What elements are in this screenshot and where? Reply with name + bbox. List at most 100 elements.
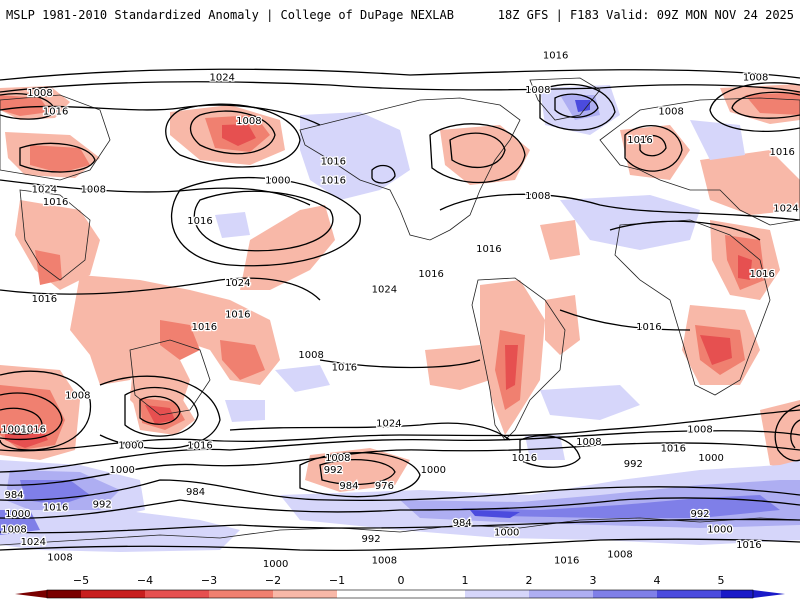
isobar-label: 1008 [658,107,683,118]
legend-tick-label: 0 [398,574,405,587]
isobar-line [170,176,361,267]
legend-tick-label: −4 [137,574,153,587]
isobar-label: 992 [324,465,343,476]
legend-bin-neg1 [273,590,337,598]
isobar-label: 1008 [576,437,601,448]
anomaly-pos1-region [690,120,745,160]
isobar-label: 984 [186,487,205,498]
isobar-line [0,93,56,120]
anomaly-map[interactable]: 1016102410081016100810001016101610161024… [0,40,800,570]
legend-arrow-right [753,590,785,598]
legend-tick-label: −3 [201,574,217,587]
southeast-asia-coast [19,189,91,281]
legend-tick-label: 2 [526,574,533,587]
legend-bin-pos3 [593,590,657,598]
anomaly-pos3-region [460,495,780,518]
isobar-label: 1016 [321,157,346,168]
isobar-label: 1008 [687,425,712,436]
legend-tick-label: −2 [265,574,281,587]
isobar-label: 976 [375,481,394,492]
anomaly-pos3-region [0,510,40,535]
color-scale-legend: −5 −4 −3 −2 −1 0 1 2 3 4 5 [15,574,785,599]
anomaly-neg2-region [160,320,200,360]
legend-bin-pos4 [657,590,721,598]
isobar-label: 1024 [32,185,57,196]
isobar-line [139,395,181,425]
isobar-line [519,435,581,468]
australia-coast [129,339,211,416]
isobar-label: 1024 [209,72,234,83]
product-title: MSLP 1981-2010 Standardized Anomaly | Co… [6,8,454,22]
legend-arrow-left [15,590,47,598]
isobar-label: 992 [624,459,643,470]
isobar-line [371,164,396,184]
isobar-label: 1008 [236,116,261,127]
legend-tick-label: −5 [73,574,89,587]
isobar-label: 1016 [769,147,794,158]
isobar-line [0,68,800,81]
isobar-label: 1016 [736,540,761,551]
isobar-label: 1016 [43,197,68,208]
isobar-label: 1008 [325,453,350,464]
isobar-line [0,179,311,206]
isobar-label: 1000 [707,525,732,536]
isobar-label: 1008 [27,88,52,99]
isobar-label: 1008 [1,525,26,536]
isobar-label: 1016 [636,322,661,333]
isobar-label: 1000 [118,440,143,451]
isobar-label: 1016 [192,322,217,333]
antarctica-coast [0,517,800,546]
isobar-line [639,134,667,157]
isobar-label: 1016 [627,135,652,146]
isobar-line [0,538,800,551]
isobar-line [624,125,683,172]
north-america-coast [299,97,521,241]
isobar-label: 1016 [543,51,568,62]
isobar-line [0,497,800,519]
europe-asia-coast [599,97,800,226]
anomaly-neg2-region [30,145,90,173]
anomaly-neg3-region [700,335,732,365]
isobar-line [124,386,199,437]
isobar-label: 1008 [372,556,397,567]
asia-west-coast [0,94,111,181]
isobar-label: 1008 [607,549,632,560]
anomaly-shading [0,84,800,552]
isobar-line [193,190,334,252]
isobar-label: 1000 [263,559,288,570]
isobar-label: 1000 [494,528,519,539]
isobar-label: 1016 [43,107,68,118]
anomaly-neg3-region [222,124,256,146]
isobar-label: 1008 [298,350,323,361]
isobar-line [99,375,221,450]
anomaly-pos1-region [560,195,700,250]
legend-tick-label: 3 [590,574,597,587]
isobar-line [0,430,800,473]
isobar-line [539,83,616,131]
isobar-line [0,104,321,126]
isobar-label: 1024 [773,203,798,214]
isobar-label: 1008 [47,553,72,564]
isobar-line [0,479,800,501]
isobar-line [790,419,800,449]
legend-bin-pos2 [529,590,593,598]
isobar-label: 1008 [525,191,550,202]
isobar-line [439,193,800,221]
legend-bin-neg4 [81,590,145,598]
isobar-label: 1008 [1,425,26,436]
isobar-label: 1016 [32,294,57,305]
isobar-label: 1016 [661,443,686,454]
isobar-label: 1016 [332,362,357,373]
isobar-label: 1008 [81,185,106,196]
isobar-label: 992 [362,534,381,545]
isobar-label: 1008 [525,85,550,96]
isobar-line [0,81,800,93]
isobar-label: 1000 [109,465,134,476]
isobar-label: 1024 [21,537,46,548]
legend-frame [46,589,754,599]
anomaly-pos1-region [540,385,640,420]
isobar-line [229,422,511,441]
anomaly-pos1-region [275,365,330,392]
legend-tick-label: 4 [654,574,661,587]
isobar-label: 1016 [21,425,46,436]
